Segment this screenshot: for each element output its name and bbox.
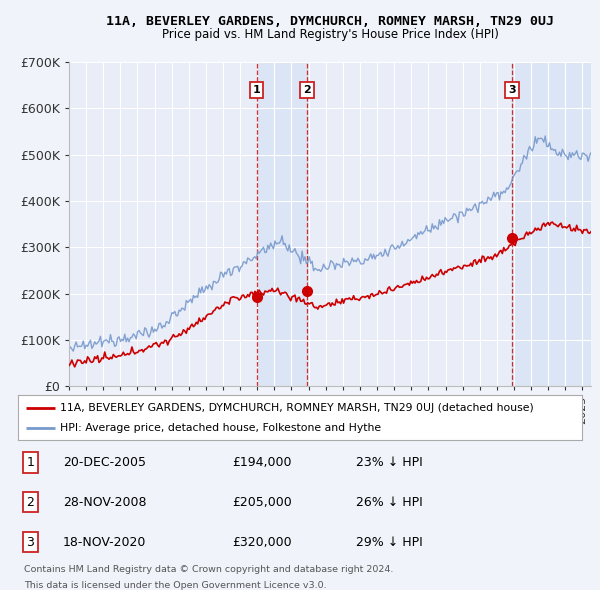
Text: 28-NOV-2008: 28-NOV-2008 (63, 496, 146, 509)
Text: 1: 1 (253, 85, 260, 95)
Text: This data is licensed under the Open Government Licence v3.0.: This data is licensed under the Open Gov… (23, 581, 326, 590)
Text: 3: 3 (26, 536, 34, 549)
Bar (512, 62, 591, 386)
Text: Contains HM Land Registry data © Crown copyright and database right 2024.: Contains HM Land Registry data © Crown c… (23, 565, 393, 575)
Text: 26% ↓ HPI: 26% ↓ HPI (356, 496, 423, 509)
Text: £320,000: £320,000 (232, 536, 292, 549)
Text: £194,000: £194,000 (232, 456, 292, 469)
Text: 11A, BEVERLEY GARDENS, DYMCHURCH, ROMNEY MARSH, TN29 0UJ (detached house): 11A, BEVERLEY GARDENS, DYMCHURCH, ROMNEY… (60, 403, 534, 412)
Text: 20-DEC-2005: 20-DEC-2005 (63, 456, 146, 469)
Text: 2: 2 (26, 496, 34, 509)
Text: 3: 3 (508, 85, 516, 95)
Text: 2: 2 (303, 85, 311, 95)
Text: 18-NOV-2020: 18-NOV-2020 (63, 536, 146, 549)
Text: 29% ↓ HPI: 29% ↓ HPI (356, 536, 423, 549)
Bar (257, 62, 307, 386)
Text: 23% ↓ HPI: 23% ↓ HPI (356, 456, 423, 469)
Text: HPI: Average price, detached house, Folkestone and Hythe: HPI: Average price, detached house, Folk… (60, 424, 382, 434)
Text: 11A, BEVERLEY GARDENS, DYMCHURCH, ROMNEY MARSH, TN29 0UJ: 11A, BEVERLEY GARDENS, DYMCHURCH, ROMNEY… (106, 15, 554, 28)
Text: 1: 1 (26, 456, 34, 469)
Text: £205,000: £205,000 (232, 496, 292, 509)
Text: Price paid vs. HM Land Registry's House Price Index (HPI): Price paid vs. HM Land Registry's House … (161, 28, 499, 41)
